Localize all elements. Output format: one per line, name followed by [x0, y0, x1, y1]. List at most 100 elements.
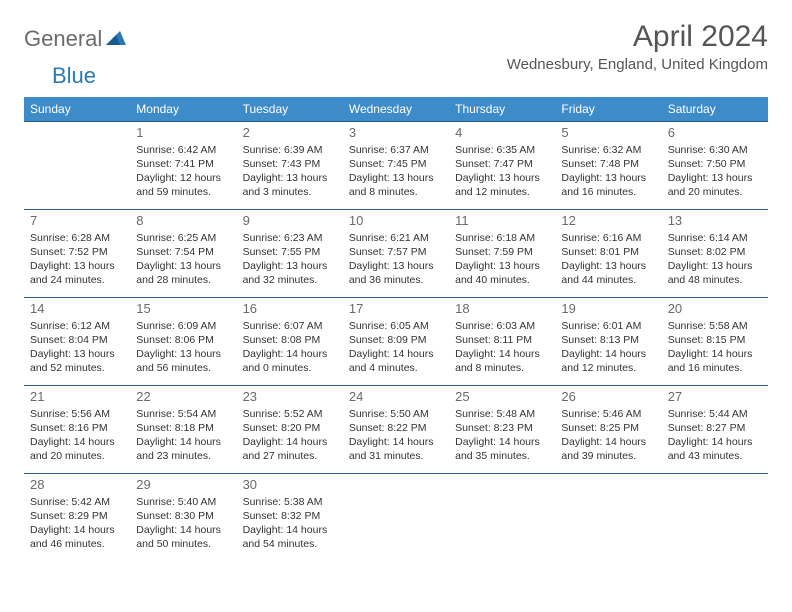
day-cell: 11Sunrise: 6:18 AMSunset: 7:59 PMDayligh… [449, 210, 555, 298]
daylight-text: Daylight: 14 hours and 43 minutes. [668, 435, 762, 463]
day-cell: 4Sunrise: 6:35 AMSunset: 7:47 PMDaylight… [449, 122, 555, 210]
daylight-text: Daylight: 13 hours and 52 minutes. [30, 347, 124, 375]
weekday-header-row: SundayMondayTuesdayWednesdayThursdayFrid… [24, 97, 768, 122]
daylight-text: Daylight: 13 hours and 3 minutes. [243, 171, 337, 199]
day-number: 3 [349, 124, 443, 142]
daylight-text: Daylight: 13 hours and 16 minutes. [561, 171, 655, 199]
weekday-header: Friday [555, 97, 661, 122]
sunset-text: Sunset: 7:41 PM [136, 157, 230, 171]
day-cell: 25Sunrise: 5:48 AMSunset: 8:23 PMDayligh… [449, 386, 555, 474]
sunrise-text: Sunrise: 5:46 AM [561, 407, 655, 421]
sunset-text: Sunset: 7:57 PM [349, 245, 443, 259]
weekday-header: Thursday [449, 97, 555, 122]
day-number: 19 [561, 300, 655, 318]
day-cell: 5Sunrise: 6:32 AMSunset: 7:48 PMDaylight… [555, 122, 661, 210]
daylight-text: Daylight: 14 hours and 8 minutes. [455, 347, 549, 375]
sunset-text: Sunset: 8:06 PM [136, 333, 230, 347]
sunrise-text: Sunrise: 6:07 AM [243, 319, 337, 333]
sunrise-text: Sunrise: 6:28 AM [30, 231, 124, 245]
sunrise-text: Sunrise: 5:40 AM [136, 495, 230, 509]
day-cell: 15Sunrise: 6:09 AMSunset: 8:06 PMDayligh… [130, 298, 236, 386]
sunset-text: Sunset: 8:16 PM [30, 421, 124, 435]
daylight-text: Daylight: 14 hours and 12 minutes. [561, 347, 655, 375]
sunrise-text: Sunrise: 6:35 AM [455, 143, 549, 157]
sunrise-text: Sunrise: 5:48 AM [455, 407, 549, 421]
sunset-text: Sunset: 8:01 PM [561, 245, 655, 259]
day-cell: 19Sunrise: 6:01 AMSunset: 8:13 PMDayligh… [555, 298, 661, 386]
day-cell: 26Sunrise: 5:46 AMSunset: 8:25 PMDayligh… [555, 386, 661, 474]
location: Wednesbury, England, United Kingdom [507, 56, 768, 73]
daylight-text: Daylight: 13 hours and 28 minutes. [136, 259, 230, 287]
day-number: 1 [136, 124, 230, 142]
day-cell: 10Sunrise: 6:21 AMSunset: 7:57 PMDayligh… [343, 210, 449, 298]
daylight-text: Daylight: 13 hours and 56 minutes. [136, 347, 230, 375]
daylight-text: Daylight: 14 hours and 20 minutes. [30, 435, 124, 463]
weekday-header: Saturday [662, 97, 768, 122]
day-number: 18 [455, 300, 549, 318]
day-cell [343, 474, 449, 562]
sunset-text: Sunset: 8:27 PM [668, 421, 762, 435]
day-cell: 16Sunrise: 6:07 AMSunset: 8:08 PMDayligh… [237, 298, 343, 386]
sunrise-text: Sunrise: 5:42 AM [30, 495, 124, 509]
daylight-text: Daylight: 14 hours and 46 minutes. [30, 523, 124, 551]
sunset-text: Sunset: 7:43 PM [243, 157, 337, 171]
day-cell: 30Sunrise: 5:38 AMSunset: 8:32 PMDayligh… [237, 474, 343, 562]
week-row: 7Sunrise: 6:28 AMSunset: 7:52 PMDaylight… [24, 210, 768, 298]
sunrise-text: Sunrise: 5:56 AM [30, 407, 124, 421]
sunrise-text: Sunrise: 5:52 AM [243, 407, 337, 421]
day-cell: 8Sunrise: 6:25 AMSunset: 7:54 PMDaylight… [130, 210, 236, 298]
sunrise-text: Sunrise: 6:14 AM [668, 231, 762, 245]
day-number: 10 [349, 212, 443, 230]
week-row: 21Sunrise: 5:56 AMSunset: 8:16 PMDayligh… [24, 386, 768, 474]
sunrise-text: Sunrise: 5:44 AM [668, 407, 762, 421]
sunrise-text: Sunrise: 6:23 AM [243, 231, 337, 245]
day-cell: 29Sunrise: 5:40 AMSunset: 8:30 PMDayligh… [130, 474, 236, 562]
day-cell: 22Sunrise: 5:54 AMSunset: 8:18 PMDayligh… [130, 386, 236, 474]
daylight-text: Daylight: 14 hours and 39 minutes. [561, 435, 655, 463]
day-cell: 7Sunrise: 6:28 AMSunset: 7:52 PMDaylight… [24, 210, 130, 298]
day-number: 15 [136, 300, 230, 318]
day-number: 5 [561, 124, 655, 142]
sunrise-text: Sunrise: 5:54 AM [136, 407, 230, 421]
sunset-text: Sunset: 8:13 PM [561, 333, 655, 347]
day-number: 7 [30, 212, 124, 230]
sunrise-text: Sunrise: 6:42 AM [136, 143, 230, 157]
day-number: 14 [30, 300, 124, 318]
day-number: 17 [349, 300, 443, 318]
week-row: 1Sunrise: 6:42 AMSunset: 7:41 PM Daylight… [24, 122, 768, 210]
day-number: 9 [243, 212, 337, 230]
daylight-text: Daylight: 14 hours and 54 minutes. [243, 523, 337, 551]
sunset-text: Sunset: 8:20 PM [243, 421, 337, 435]
day-cell: 6Sunrise: 6:30 AMSunset: 7:50 PMDaylight… [662, 122, 768, 210]
sunset-text: Sunset: 8:04 PM [30, 333, 124, 347]
title-block: April 2024 Wednesbury, England, United K… [507, 20, 768, 73]
sunrise-text: Sunrise: 6:32 AM [561, 143, 655, 157]
day-cell: 14Sunrise: 6:12 AMSunset: 8:04 PMDayligh… [24, 298, 130, 386]
day-number: 12 [561, 212, 655, 230]
sunrise-text: Sunrise: 6:18 AM [455, 231, 549, 245]
sunset-text: Sunset: 7:54 PM [136, 245, 230, 259]
weekday-header: Monday [130, 97, 236, 122]
sunset-text: Sunset: 8:09 PM [349, 333, 443, 347]
sunset-text: Sunset: 7:45 PM [349, 157, 443, 171]
day-cell: 12Sunrise: 6:16 AMSunset: 8:01 PMDayligh… [555, 210, 661, 298]
day-cell [24, 122, 130, 210]
daylight-text: Daylight: 13 hours and 44 minutes. [561, 259, 655, 287]
daylight-text: Daylight: 14 hours and 16 minutes. [668, 347, 762, 375]
week-row: 14Sunrise: 6:12 AMSunset: 8:04 PMDayligh… [24, 298, 768, 386]
sunset-text: Sunset: 8:25 PM [561, 421, 655, 435]
daylight-text: Daylight: 13 hours and 20 minutes. [668, 171, 762, 199]
day-number: 4 [455, 124, 549, 142]
day-number: 29 [136, 476, 230, 494]
daylight-text: Daylight: 13 hours and 24 minutes. [30, 259, 124, 287]
daylight-text: Daylight: 14 hours and 0 minutes. [243, 347, 337, 375]
calendar-body: 1Sunrise: 6:42 AMSunset: 7:41 PM Daylight… [24, 122, 768, 562]
daylight-text: Daylight: 14 hours and 50 minutes. [136, 523, 230, 551]
day-number: 13 [668, 212, 762, 230]
day-number: 24 [349, 388, 443, 406]
day-cell: 28Sunrise: 5:42 AMSunset: 8:29 PMDayligh… [24, 474, 130, 562]
sunset-text: Sunset: 7:50 PM [668, 157, 762, 171]
sunset-text: Sunset: 8:02 PM [668, 245, 762, 259]
day-number: 20 [668, 300, 762, 318]
sunrise-text: Sunrise: 6:09 AM [136, 319, 230, 333]
